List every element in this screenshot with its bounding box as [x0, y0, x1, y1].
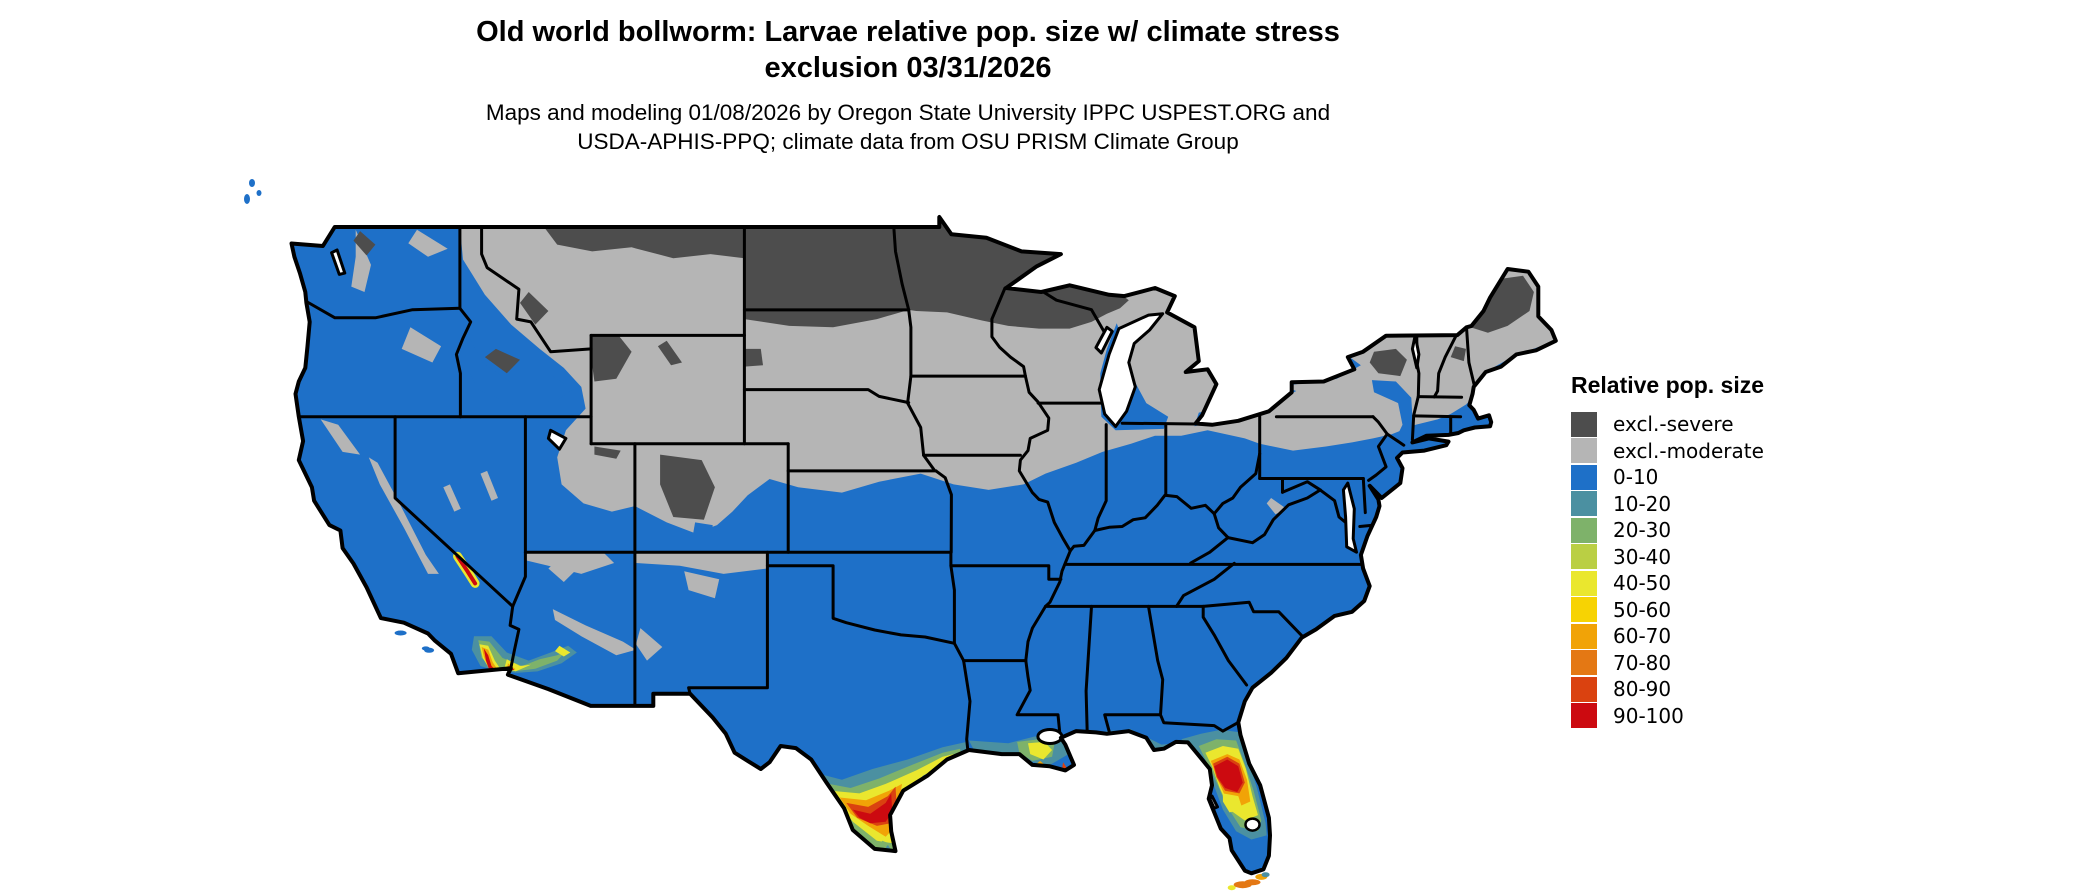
legend-item-label: excl.-severe: [1613, 412, 1734, 437]
legend-color-swatch: [1571, 597, 1597, 623]
map-title-line1: Old world bollworm: Larvae relative pop.…: [476, 16, 1340, 48]
legend-color-swatch: [1571, 544, 1597, 570]
legend-title: Relative pop. size: [1571, 372, 1765, 398]
map-legend: Relative pop. size excl.-severe excl.-mod…: [1571, 372, 1871, 729]
legend-row: excl.-moderate: [1571, 438, 1871, 465]
legend-row: 20-30: [1571, 517, 1871, 544]
legend-color-swatch: [1571, 703, 1597, 729]
map-title-line2: exclusion 03/31/2026: [764, 52, 1052, 84]
legend-row: excl.-severe: [1571, 411, 1871, 438]
legend-color-swatch: [1571, 570, 1597, 596]
legend-row: 40-50: [1571, 570, 1871, 597]
legend-row: 10-20: [1571, 491, 1871, 518]
legend-item-label: 10-20: [1613, 491, 1672, 516]
legend-row: 90-100: [1571, 703, 1871, 730]
legend-row: 50-60: [1571, 597, 1871, 624]
legend-item-label: 60-70: [1613, 624, 1672, 649]
legend-item-label: 80-90: [1613, 677, 1672, 702]
legend-item-label: 50-60: [1613, 597, 1672, 622]
legend-row: 0-10: [1571, 464, 1871, 491]
legend-color-swatch: [1571, 491, 1597, 517]
legend-item-label: 0-10: [1613, 465, 1659, 490]
legend-item-label: 90-100: [1613, 703, 1684, 728]
legend-color-swatch: [1571, 676, 1597, 702]
legend-row: 70-80: [1571, 650, 1871, 677]
figure-header: Old world bollworm: Larvae relative pop.…: [0, 14, 1816, 156]
state-borders: [297, 225, 1477, 752]
legend-item-label: 40-50: [1613, 571, 1672, 596]
map-subtitle-line2: USDA-APHIS-PPQ; climate data from OSU PR…: [577, 129, 1239, 154]
legend-item-label: excl.-moderate: [1613, 438, 1764, 463]
legend-row: 80-90: [1571, 676, 1871, 703]
legend-color-swatch: [1571, 464, 1597, 490]
map-subtitle-line1: Maps and modeling 01/08/2026 by Oregon S…: [485, 100, 1331, 125]
legend-color-swatch: [1571, 411, 1597, 437]
legend-color-swatch: [1571, 438, 1597, 464]
legend-item-label: 70-80: [1613, 650, 1672, 675]
legend-item-label: 20-30: [1613, 518, 1672, 543]
legend-row: 60-70: [1571, 623, 1871, 650]
legend-color-swatch: [1571, 623, 1597, 649]
legend-color-swatch: [1571, 517, 1597, 543]
legend-item-label: 30-40: [1613, 544, 1672, 569]
legend-color-swatch: [1571, 650, 1597, 676]
legend-row: 30-40: [1571, 544, 1871, 571]
